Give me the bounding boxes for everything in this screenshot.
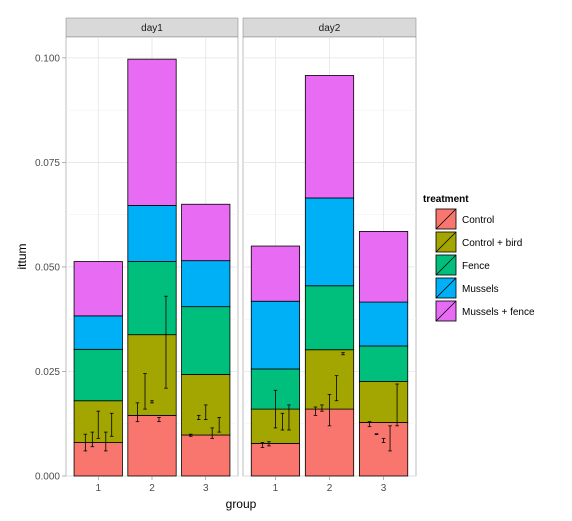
y-tick-label: 0.050 — [35, 262, 60, 273]
bar-segment-day2-group2-fence — [304, 285, 355, 351]
legend-swatch-slash — [435, 277, 457, 299]
bar-segment-day1-group1-control — [73, 442, 123, 477]
legend-key-mussels — [434, 276, 458, 300]
x-tick-label: 2 — [149, 483, 155, 494]
x-tick-label: 1 — [95, 483, 101, 494]
bar-segment-day2-group1-mussels — [250, 300, 301, 370]
legend-label: Control — [462, 215, 494, 226]
bar-segment-day2-group3-control — [358, 422, 409, 477]
bar-segment-day1-group3-mussels — [181, 260, 231, 308]
facet-label-day2: day2 — [319, 23, 341, 34]
y-tick-label: 0.075 — [35, 158, 60, 169]
legend-swatch-slash — [435, 254, 457, 276]
legend-label: Mussels + fence — [462, 307, 535, 318]
bar-segment-day2-group3-mussels — [358, 301, 409, 347]
x-tick-label: 2 — [327, 483, 333, 494]
legend-title: treatment — [423, 194, 469, 205]
bar-segment-day2-group3-control-bird — [358, 381, 409, 423]
y-tick-label: 0.000 — [35, 472, 60, 483]
bar-segment-day1-group2-control — [127, 414, 177, 477]
bar-segment-day2-group2-mussels-fence — [304, 75, 355, 199]
legend-key-control — [434, 207, 458, 231]
x-tick-label: 3 — [381, 483, 387, 494]
bar-segment-day2-group2-mussels — [304, 197, 355, 287]
legend-label: Control + bird — [462, 238, 522, 249]
y-axis-title: ittum — [15, 243, 29, 269]
bar-segment-day1-group1-mussels-fence — [73, 261, 123, 317]
legend-label: Fence — [462, 261, 490, 272]
legend-key-fence — [434, 253, 458, 277]
bar-segment-day1-group1-mussels — [73, 315, 123, 350]
legend-swatch-slash — [435, 231, 457, 253]
x-tick-label: 3 — [203, 483, 209, 494]
bar-segment-day2-group3-fence — [358, 345, 409, 382]
bar-segment-day1-group2-control-bird — [127, 334, 177, 416]
facet-label-day1: day1 — [141, 23, 163, 34]
bar-segment-day1-group2-fence — [127, 261, 177, 336]
bar-segment-day2-group1-mussels-fence — [250, 245, 301, 302]
bar-segment-day1-group3-fence — [181, 306, 231, 375]
bar-segment-day1-group2-mussels — [127, 205, 177, 262]
bar-segment-day2-group1-control — [250, 442, 301, 477]
y-tick-label: 0.025 — [35, 367, 60, 378]
bar-segment-day1-group3-mussels-fence — [181, 203, 231, 262]
legend-swatch-slash — [435, 300, 457, 322]
bar-segment-day1-group3-control — [181, 434, 231, 477]
legend-swatch-slash — [435, 208, 457, 230]
legend-key-mussels-fence — [434, 299, 458, 323]
x-tick-label: 1 — [273, 483, 279, 494]
legend-label: Mussels — [462, 284, 499, 295]
legend-key-control-bird — [434, 230, 458, 254]
x-axis-title: group — [226, 497, 257, 511]
bar-segment-day1-group1-fence — [73, 348, 123, 402]
bar-segment-day1-group2-mussels-fence — [127, 58, 177, 206]
y-tick-label: 0.100 — [35, 53, 60, 64]
bar-segment-day2-group3-mussels-fence — [358, 231, 409, 303]
